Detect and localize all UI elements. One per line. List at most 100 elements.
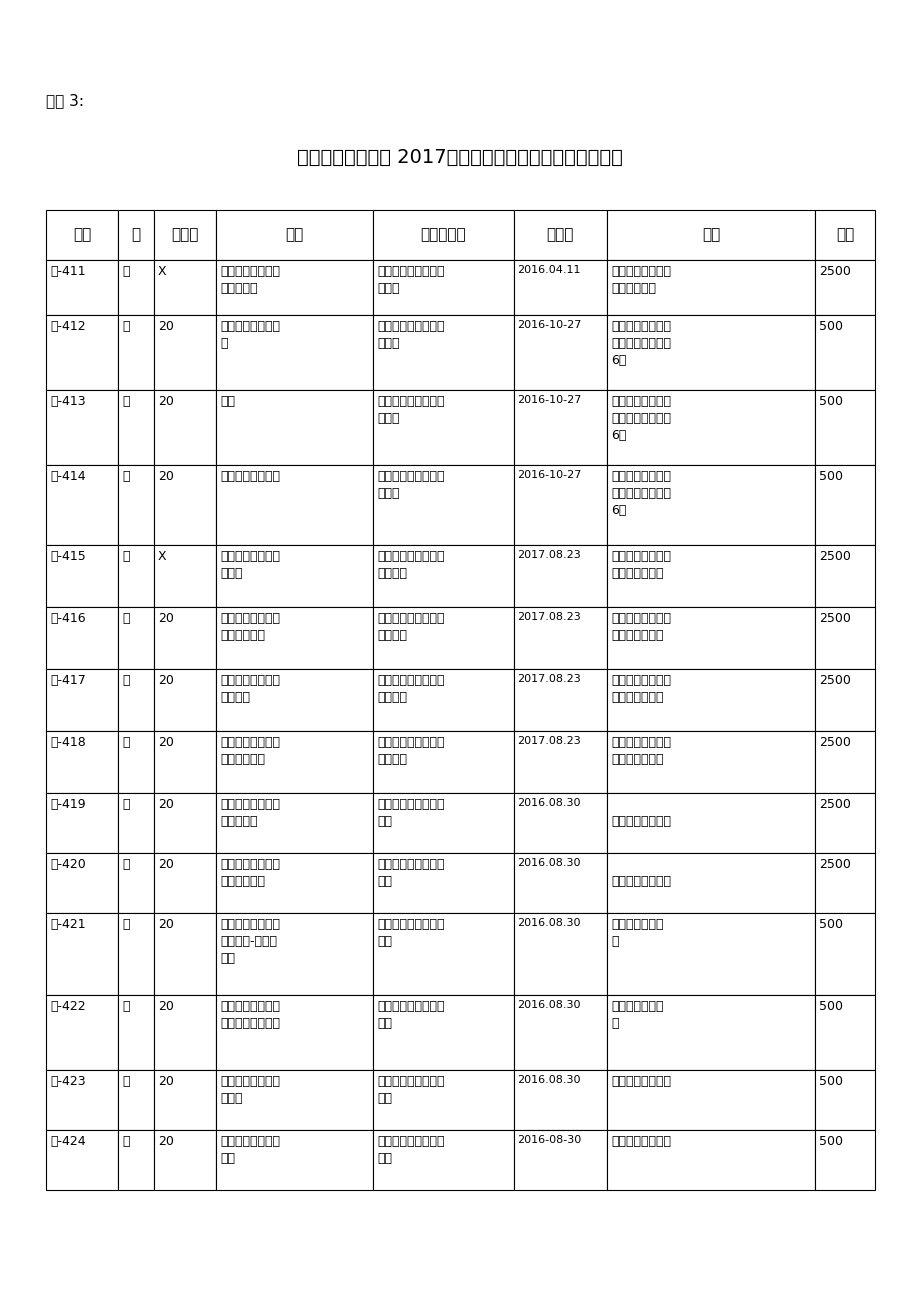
Text: 雨披: 雨披 xyxy=(220,396,234,409)
Bar xyxy=(513,260,607,315)
Text: 郴州市林意园林工程
有限公司: 郴州市林意园林工程 有限公司 xyxy=(377,550,444,580)
Bar xyxy=(153,608,216,669)
Bar xyxy=(216,794,373,853)
Text: 零-416: 零-416 xyxy=(50,611,85,624)
Bar xyxy=(119,794,153,853)
Text: 汝城县三鑫电化有限
公司: 汝城县三鑫电化有限 公司 xyxy=(377,1075,444,1105)
Bar xyxy=(814,1131,874,1190)
Text: 发: 发 xyxy=(122,550,130,563)
Bar xyxy=(216,209,373,260)
Text: 20: 20 xyxy=(158,919,174,932)
Bar xyxy=(607,669,814,731)
Bar xyxy=(153,794,216,853)
Bar xyxy=(216,731,373,794)
Text: 郴州市苏仙区桥口
镇排塘村杨家组: 郴州市苏仙区桥口 镇排塘村杨家组 xyxy=(610,674,670,704)
Bar xyxy=(119,315,153,390)
Bar xyxy=(373,995,513,1069)
Text: 郴州建鸿防雨用品有
限公司: 郴州建鸿防雨用品有 限公司 xyxy=(377,396,444,425)
Text: 一种高氯酸钾的生
产设备: 一种高氯酸钾的生 产设备 xyxy=(220,1075,279,1105)
Text: 零-412: 零-412 xyxy=(50,320,85,333)
Text: 发: 发 xyxy=(122,265,130,278)
Text: 郴州市苏仙区桥口
镇排塘村杨家组: 郴州市苏仙区桥口 镇排塘村杨家组 xyxy=(610,550,670,580)
Bar xyxy=(373,669,513,731)
Text: 实: 实 xyxy=(122,320,130,333)
Bar xyxy=(814,853,874,913)
Text: 一种用于移栽乔木
创口的防蒸液: 一种用于移栽乔木 创口的防蒸液 xyxy=(220,736,279,766)
Bar xyxy=(513,1069,607,1131)
Bar xyxy=(814,794,874,853)
Text: 零-420: 零-420 xyxy=(50,857,85,870)
Text: 郴州建鸿防雨用品有
限公司: 郴州建鸿防雨用品有 限公司 xyxy=(377,320,444,350)
Text: 金额: 金额 xyxy=(835,228,853,242)
Text: 500: 500 xyxy=(818,396,843,409)
Text: 2016.08.30: 2016.08.30 xyxy=(517,1000,581,1010)
Text: 一种用于乔木创口
的生根液: 一种用于乔木创口 的生根液 xyxy=(220,674,279,704)
Text: 申请日: 申请日 xyxy=(546,228,573,242)
Text: 2016-10-27: 2016-10-27 xyxy=(517,320,581,330)
Text: 实: 实 xyxy=(122,1075,130,1088)
Bar xyxy=(46,995,119,1069)
Text: 2016-08-30: 2016-08-30 xyxy=(517,1134,581,1145)
Text: 零-422: 零-422 xyxy=(50,1000,85,1013)
Text: 2016.08.30: 2016.08.30 xyxy=(517,919,581,928)
Bar xyxy=(513,1131,607,1190)
Bar xyxy=(373,260,513,315)
Text: 零-419: 零-419 xyxy=(50,798,85,811)
Bar xyxy=(216,315,373,390)
Bar xyxy=(814,315,874,390)
Bar xyxy=(513,853,607,913)
Bar xyxy=(119,209,153,260)
Bar xyxy=(119,608,153,669)
Bar xyxy=(46,209,119,260)
Text: 汝城县三星工业
园: 汝城县三星工业 园 xyxy=(610,1000,663,1030)
Text: 郴州市苏仙区桥口
镇排塘村杨家组: 郴州市苏仙区桥口 镇排塘村杨家组 xyxy=(610,611,670,641)
Text: 零-421: 零-421 xyxy=(50,919,85,932)
Bar xyxy=(814,608,874,669)
Bar xyxy=(216,608,373,669)
Text: 2017.08.23: 2017.08.23 xyxy=(517,674,581,684)
Text: 20: 20 xyxy=(158,1000,174,1013)
Bar xyxy=(46,794,119,853)
Bar xyxy=(513,731,607,794)
Bar xyxy=(607,1131,814,1190)
Text: 一种氯酸钾生产设
备的溶液浓缩装置: 一种氯酸钾生产设 备的溶液浓缩装置 xyxy=(220,1000,279,1030)
Bar xyxy=(373,1069,513,1131)
Text: 实: 实 xyxy=(122,1000,130,1013)
Bar xyxy=(373,464,513,545)
Bar xyxy=(607,731,814,794)
Text: 2500: 2500 xyxy=(818,857,850,870)
Text: 附件 3:: 附件 3: xyxy=(46,92,84,108)
Text: 20: 20 xyxy=(158,857,174,870)
Text: 2500: 2500 xyxy=(818,736,850,749)
Text: 2016.08.30: 2016.08.30 xyxy=(517,1075,581,1085)
Bar xyxy=(119,260,153,315)
Text: 500: 500 xyxy=(818,1134,843,1147)
Bar xyxy=(119,390,153,464)
Bar xyxy=(373,390,513,464)
Text: 零-424: 零-424 xyxy=(50,1134,85,1147)
Bar xyxy=(373,731,513,794)
Bar xyxy=(216,390,373,464)
Text: 500: 500 xyxy=(818,1000,843,1013)
Bar xyxy=(513,669,607,731)
Text: X: X xyxy=(158,550,166,563)
Bar xyxy=(607,390,814,464)
Bar xyxy=(119,731,153,794)
Text: 用于骑摩托车的雨
披: 用于骑摩托车的雨 披 xyxy=(220,320,279,350)
Bar xyxy=(814,669,874,731)
Text: 2500: 2500 xyxy=(818,265,850,278)
Text: 一种乔木无根栽培
的方法: 一种乔木无根栽培 的方法 xyxy=(220,550,279,580)
Text: 20: 20 xyxy=(158,1075,174,1088)
Text: 实: 实 xyxy=(122,470,130,483)
Bar xyxy=(814,390,874,464)
Text: 专利号: 专利号 xyxy=(171,228,199,242)
Bar xyxy=(216,464,373,545)
Text: 20: 20 xyxy=(158,674,174,687)
Bar xyxy=(46,1131,119,1190)
Text: 2500: 2500 xyxy=(818,798,850,811)
Bar xyxy=(216,1131,373,1190)
Bar xyxy=(607,209,814,260)
Text: 零-414: 零-414 xyxy=(50,470,85,483)
Text: 类: 类 xyxy=(131,228,141,242)
Bar xyxy=(814,1069,874,1131)
